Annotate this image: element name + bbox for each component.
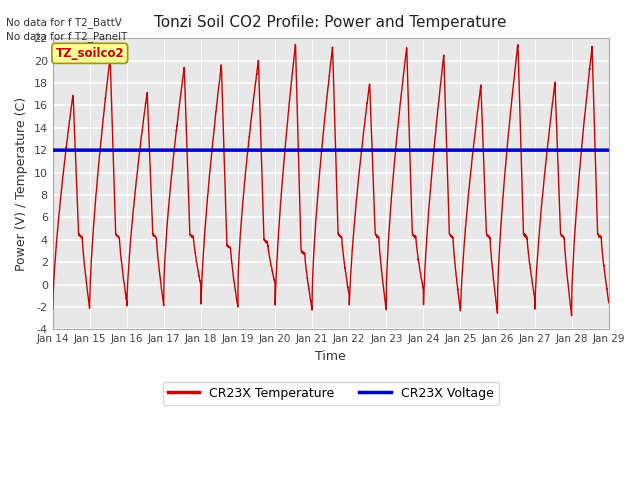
- Text: No data for f T2_BattV: No data for f T2_BattV: [6, 17, 122, 28]
- Text: TZ_soilco2: TZ_soilco2: [56, 47, 124, 60]
- Y-axis label: Power (V) / Temperature (C): Power (V) / Temperature (C): [15, 96, 28, 271]
- Title: Tonzi Soil CO2 Profile: Power and Temperature: Tonzi Soil CO2 Profile: Power and Temper…: [154, 15, 507, 30]
- X-axis label: Time: Time: [316, 350, 346, 363]
- Text: No data for f T2_PanelT: No data for f T2_PanelT: [6, 31, 128, 42]
- Legend: CR23X Temperature, CR23X Voltage: CR23X Temperature, CR23X Voltage: [163, 382, 499, 405]
